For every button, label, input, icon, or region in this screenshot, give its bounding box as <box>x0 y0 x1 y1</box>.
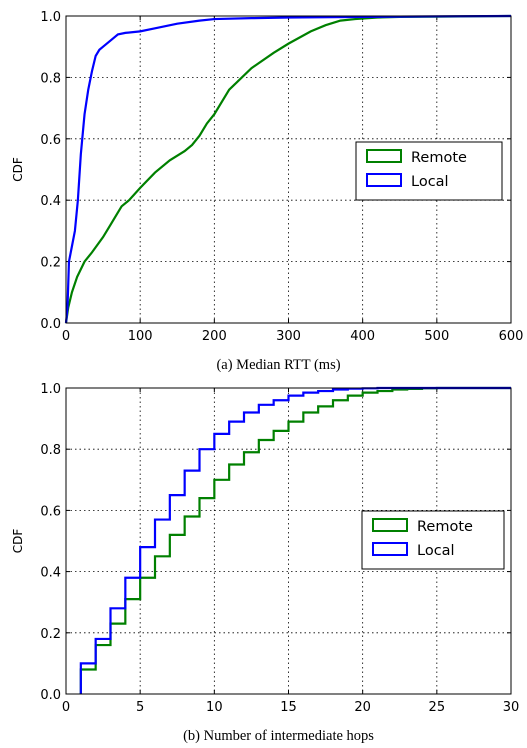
legend: Remote Local <box>361 510 505 570</box>
y-tick-label: 0.6 <box>40 504 61 519</box>
y-tick-label: 0.2 <box>40 627 61 642</box>
hops-cdf-chart: 0 5 10 15 20 25 30 0.0 0.2 0.4 0.6 0.8 1.0 CDF Remote L… <box>11 382 519 744</box>
series-line-local <box>79 386 511 694</box>
y-tick-label: 0.8 <box>40 443 61 458</box>
y-tick-label: 0.2 <box>40 256 61 271</box>
legend-box <box>361 510 505 570</box>
chart-caption: (b) Number of intermediate hops <box>183 728 374 744</box>
y-tick-label: 0.4 <box>40 194 61 209</box>
y-tick-label: 0.0 <box>40 688 61 703</box>
x-tick-label: 30 <box>503 700 520 715</box>
legend-swatch-remote <box>366 149 402 163</box>
y-axis-label: CDF <box>11 157 25 182</box>
x-tick-label: 500 <box>424 329 449 344</box>
y-tick-label: 0.8 <box>40 71 61 86</box>
x-tick-label: 300 <box>276 329 301 344</box>
x-tick-label: 10 <box>206 700 223 715</box>
y-tick-label: 1.0 <box>40 10 61 25</box>
x-tick-label: 0 <box>62 329 70 344</box>
legend-box <box>355 141 503 201</box>
x-tick-label: 0 <box>62 700 70 715</box>
y-tick-label: 1.0 <box>40 382 61 397</box>
x-tick-label: 200 <box>202 329 227 344</box>
series-line-local <box>64 14 512 324</box>
plot-frame <box>65 15 512 324</box>
x-tick-label: 600 <box>499 329 524 344</box>
legend-label-remote: Remote <box>417 519 473 535</box>
legend-label-remote: Remote <box>411 150 467 166</box>
chart-caption: (a) Median RTT (ms) <box>216 357 340 373</box>
legend: Remote Local <box>355 141 503 201</box>
x-tick-label: 15 <box>280 700 297 715</box>
x-tick-label: 100 <box>128 329 153 344</box>
x-tick-label: 20 <box>354 700 371 715</box>
x-tick-label: 25 <box>429 700 446 715</box>
y-tick-label: 0.6 <box>40 133 61 148</box>
y-tick-label: 0.4 <box>40 566 61 581</box>
x-tick-label: 5 <box>136 700 144 715</box>
legend-label-local: Local <box>411 174 449 190</box>
y-axis-label: CDF <box>11 529 25 554</box>
legend-swatch-local <box>372 542 408 556</box>
plot-frame <box>65 387 512 695</box>
rtt-cdf-chart: 0 100 200 300 400 500 600 0.0 0.2 0.4 0.6 0.8 1.0 CDF… <box>11 10 523 373</box>
legend-swatch-local <box>366 173 402 187</box>
series-line-remote <box>79 386 511 694</box>
series-line-remote <box>64 14 512 324</box>
x-tick-label: 400 <box>350 329 375 344</box>
y-tick-label: 0.0 <box>40 317 61 332</box>
legend-label-local: Local <box>417 543 455 559</box>
legend-swatch-remote <box>372 518 408 532</box>
